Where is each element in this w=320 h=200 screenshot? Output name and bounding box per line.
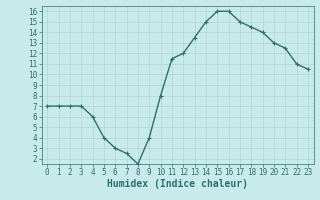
X-axis label: Humidex (Indice chaleur): Humidex (Indice chaleur) bbox=[107, 179, 248, 189]
